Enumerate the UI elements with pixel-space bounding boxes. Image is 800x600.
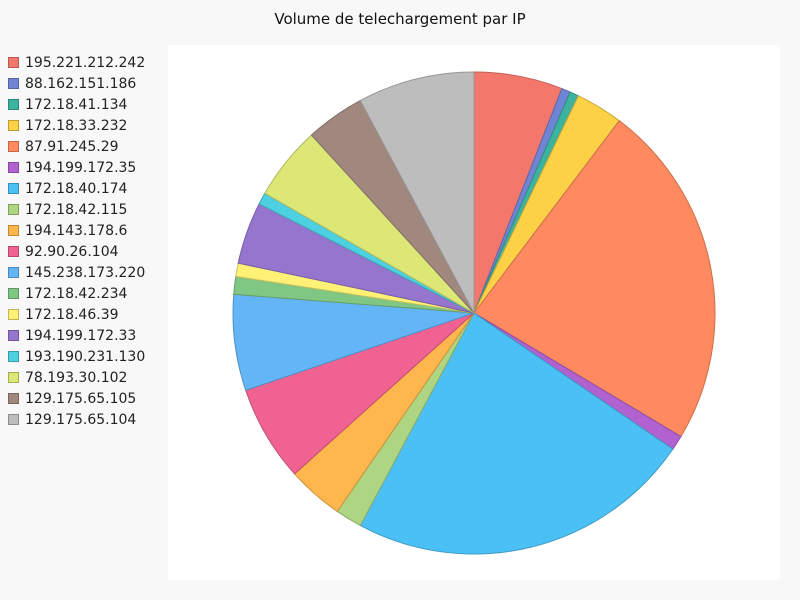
legend-swatch bbox=[8, 372, 19, 383]
legend-label: 129.175.65.104 bbox=[25, 411, 137, 428]
legend-label: 92.90.26.104 bbox=[25, 243, 119, 260]
legend-item[interactable]: 193.190.231.130 bbox=[8, 346, 145, 367]
legend-item[interactable]: 87.91.245.29 bbox=[8, 136, 145, 157]
legend-label: 145.238.173.220 bbox=[25, 264, 146, 281]
legend-label: 129.175.65.105 bbox=[25, 390, 137, 407]
legend-swatch bbox=[8, 99, 19, 110]
pie-slice[interactable] bbox=[359, 312, 674, 555]
legend-label: 172.18.41.134 bbox=[25, 96, 128, 113]
legend-item[interactable]: 194.199.172.33 bbox=[8, 325, 145, 346]
legend-item[interactable]: 129.175.65.105 bbox=[8, 388, 145, 409]
chart-title: Volume de telechargement par IP bbox=[274, 10, 526, 28]
legend-swatch bbox=[8, 267, 19, 278]
legend-item[interactable]: 194.199.172.35 bbox=[8, 157, 145, 178]
legend-swatch bbox=[8, 225, 19, 236]
legend-swatch bbox=[8, 309, 19, 320]
legend-item[interactable]: 78.193.30.102 bbox=[8, 367, 145, 388]
legend-item[interactable]: 172.18.33.232 bbox=[8, 115, 145, 136]
legend-swatch bbox=[8, 183, 19, 194]
legend-swatch bbox=[8, 393, 19, 404]
legend-label: 172.18.33.232 bbox=[25, 117, 128, 134]
legend-item[interactable]: 92.90.26.104 bbox=[8, 241, 145, 262]
legend: 195.221.212.242 88.162.151.186 172.18.41.1… bbox=[8, 52, 145, 430]
legend-swatch bbox=[8, 162, 19, 173]
legend-swatch bbox=[8, 204, 19, 215]
legend-label: 88.162.151.186 bbox=[25, 75, 137, 92]
pie-chart bbox=[232, 71, 716, 555]
legend-item[interactable]: 145.238.173.220 bbox=[8, 262, 145, 283]
legend-label: 172.18.42.234 bbox=[25, 285, 128, 302]
pie-slice[interactable] bbox=[473, 119, 716, 438]
legend-label: 195.221.212.242 bbox=[25, 54, 146, 71]
legend-item[interactable]: 88.162.151.186 bbox=[8, 73, 145, 94]
legend-swatch bbox=[8, 414, 19, 425]
pie-slice[interactable] bbox=[359, 71, 475, 314]
legend-label: 172.18.42.115 bbox=[25, 201, 128, 218]
legend-item[interactable]: 194.143.178.6 bbox=[8, 220, 145, 241]
legend-swatch bbox=[8, 288, 19, 299]
legend-label: 194.199.172.33 bbox=[25, 327, 137, 344]
legend-label: 87.91.245.29 bbox=[25, 138, 119, 155]
plot-area bbox=[168, 45, 780, 580]
legend-label: 193.190.231.130 bbox=[25, 348, 146, 365]
legend-swatch bbox=[8, 351, 19, 362]
legend-item[interactable]: 172.18.42.115 bbox=[8, 199, 145, 220]
legend-label: 78.193.30.102 bbox=[25, 369, 128, 386]
legend-swatch bbox=[8, 57, 19, 68]
legend-item[interactable]: 129.175.65.104 bbox=[8, 409, 145, 430]
legend-item[interactable]: 172.18.41.134 bbox=[8, 94, 145, 115]
legend-item[interactable]: 172.18.46.39 bbox=[8, 304, 145, 325]
legend-label: 194.143.178.6 bbox=[25, 222, 128, 239]
legend-label: 194.199.172.35 bbox=[25, 159, 137, 176]
legend-label: 172.18.40.174 bbox=[25, 180, 128, 197]
legend-item[interactable]: 195.221.212.242 bbox=[8, 52, 145, 73]
legend-swatch bbox=[8, 78, 19, 89]
legend-swatch bbox=[8, 120, 19, 131]
legend-swatch bbox=[8, 141, 19, 152]
legend-swatch bbox=[8, 246, 19, 257]
legend-item[interactable]: 172.18.40.174 bbox=[8, 178, 145, 199]
legend-swatch bbox=[8, 330, 19, 341]
legend-label: 172.18.46.39 bbox=[25, 306, 119, 323]
legend-item[interactable]: 172.18.42.234 bbox=[8, 283, 145, 304]
